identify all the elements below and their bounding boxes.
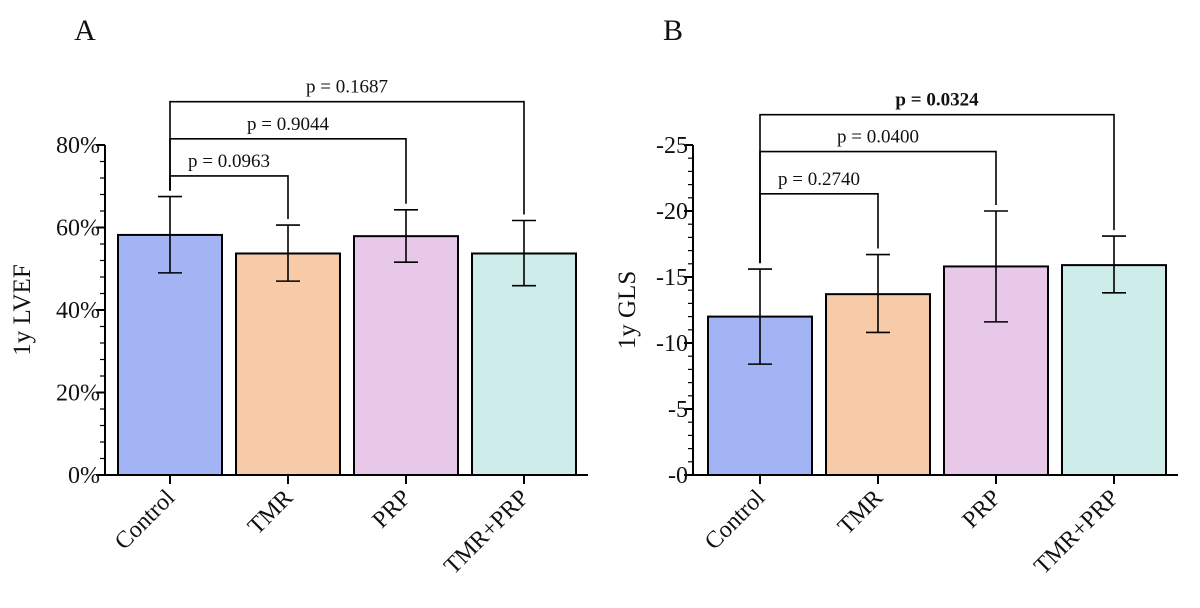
y-axis-title: 1y GLS [614, 271, 641, 349]
x-tick-label: Control [700, 485, 770, 555]
p-value-label: p = 0.0324 [895, 90, 979, 111]
bar-tmr-prp [471, 252, 577, 476]
significance-bracket [759, 193, 879, 264]
y-tick-label: -5 [668, 397, 688, 423]
y-tick-label: -15 [656, 265, 688, 291]
y-tick-label: -25 [656, 133, 688, 159]
p-value-label: p = 0.0400 [837, 127, 919, 148]
y-tick-label: 40% [56, 298, 100, 324]
y-tick-label: -10 [656, 331, 688, 357]
panel-a: A 0% 20% 40% 60% 80% 1y LVEF Control TMR PRP TMR+P… [9, 14, 588, 580]
y-tick-label: 20% [56, 381, 100, 407]
y-tick-label: 60% [56, 216, 100, 242]
x-tick-label: TMR [833, 485, 888, 540]
x-tick-label: TMR+PRP [1029, 485, 1124, 580]
x-tick-label: PRP [368, 485, 417, 534]
significance-bracket [169, 100, 525, 215]
bar-tmr-prp [1061, 264, 1167, 476]
bar-control [117, 233, 223, 476]
panel-b: B -0 -5 -10 -15 -20 -25 1y GLS Control TMR PRP TMR+… [614, 14, 1178, 580]
y-tick-label: 80% [56, 133, 100, 159]
panel-label: A [74, 14, 96, 47]
p-value-label: p = 0.9044 [247, 114, 329, 135]
p-value-label: p = 0.1687 [306, 77, 388, 98]
p-value-label: p = 0.2740 [778, 169, 860, 190]
y-tick-label: 0% [68, 463, 100, 489]
y-tick-label: -0 [668, 463, 688, 489]
x-tick-label: TMR+PRP [439, 485, 534, 580]
significance-bracket [759, 113, 1115, 264]
significance-bracket [169, 175, 289, 220]
panel-label: B [663, 14, 683, 47]
bar-prp [353, 235, 459, 476]
p-value-label: p = 0.0963 [188, 151, 270, 172]
x-tick-label: PRP [958, 485, 1007, 534]
x-tick-label: Control [110, 485, 180, 555]
y-tick-label: -20 [656, 199, 688, 225]
bar-tmr [235, 252, 341, 476]
x-tick-label: TMR [243, 485, 298, 540]
y-axis-title: 1y LVEF [9, 264, 36, 355]
